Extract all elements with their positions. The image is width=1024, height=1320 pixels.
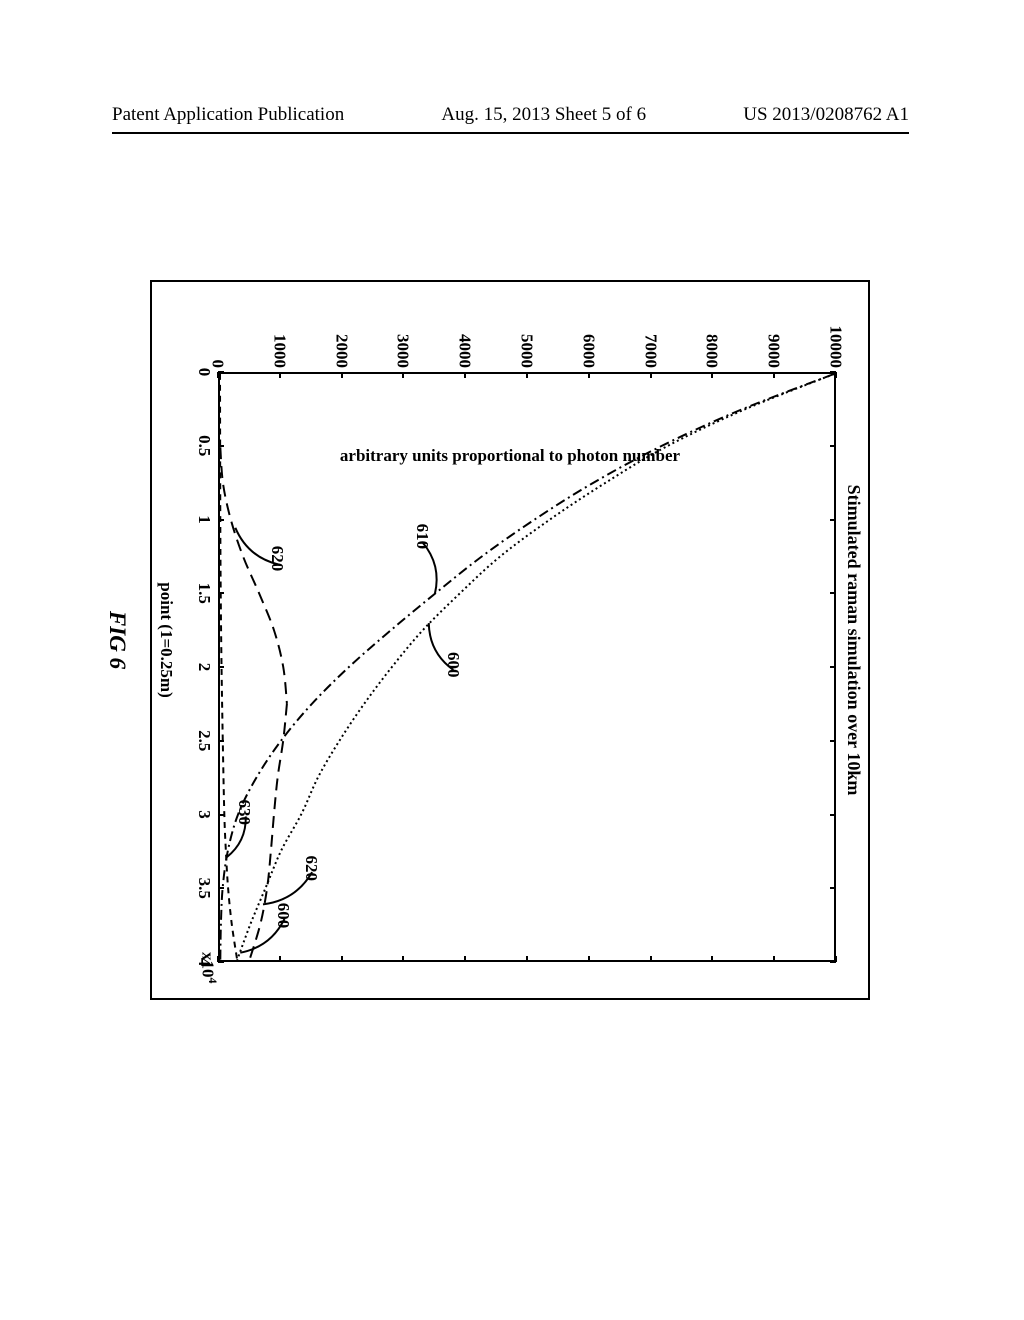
- y-tick-label: 9000: [766, 320, 783, 368]
- x-tick: [830, 887, 836, 889]
- y-tick-label: 3000: [395, 320, 412, 368]
- y-tick: [464, 956, 466, 962]
- x-tick-label: 0: [194, 368, 214, 377]
- annotation-leader: [423, 542, 437, 593]
- x-tick: [218, 592, 224, 594]
- x-axis-label: point (1=0.25m): [156, 280, 176, 1000]
- y-tick: [650, 372, 652, 378]
- x-tick-label: 0.5: [194, 435, 214, 456]
- x-tick-label: 3: [194, 810, 214, 819]
- y-tick: [588, 372, 590, 378]
- figure-container: Stimulated raman simulation over 10km ar…: [150, 280, 870, 1000]
- x-tick-label: 2: [194, 663, 214, 672]
- page-header: Patent Application Publication Aug. 15, …: [0, 104, 1024, 126]
- x-tick: [830, 814, 836, 816]
- x-tick: [830, 592, 836, 594]
- y-tick-label: 8000: [704, 320, 721, 368]
- header-rule: [112, 132, 909, 134]
- curve-annotation: 600: [273, 903, 293, 929]
- figure-label: FIG 6: [104, 280, 130, 1000]
- y-tick: [341, 956, 343, 962]
- header-left: Patent Application Publication: [112, 104, 344, 126]
- curve-annotation: 630: [234, 799, 254, 825]
- y-tick: [526, 372, 528, 378]
- header-center: Aug. 15, 2013 Sheet 5 of 6: [441, 104, 646, 126]
- y-tick: [341, 372, 343, 378]
- curve-annotation: 600: [443, 652, 463, 678]
- x-tick: [218, 887, 224, 889]
- series-curve600: [237, 374, 834, 960]
- y-tick: [773, 956, 775, 962]
- y-tick: [402, 372, 404, 378]
- x-tick: [218, 371, 224, 373]
- curve-annotation: 620: [267, 546, 287, 572]
- y-tick-label: 1000: [271, 320, 288, 368]
- x-tick: [830, 371, 836, 373]
- x-tick-label: 1.5: [194, 583, 214, 604]
- x-tick: [830, 740, 836, 742]
- y-tick: [526, 956, 528, 962]
- x-tick: [218, 666, 224, 668]
- x-tick: [830, 445, 836, 447]
- curve-annotation: 610: [412, 524, 432, 550]
- y-tick: [402, 956, 404, 962]
- x-axis-exponent: x104: [197, 952, 220, 984]
- x-tick: [830, 666, 836, 668]
- y-tick: [464, 372, 466, 378]
- chart-title: Stimulated raman simulation over 10km: [843, 280, 864, 1000]
- y-tick-label: 6000: [580, 320, 597, 368]
- series-curve620_rise: [220, 447, 287, 703]
- y-tick: [773, 372, 775, 378]
- y-tick: [711, 372, 713, 378]
- y-tick-label: 4000: [457, 320, 474, 368]
- y-tick: [650, 956, 652, 962]
- x-tick-label: 3.5: [194, 878, 214, 899]
- y-tick: [588, 956, 590, 962]
- x-tick: [218, 519, 224, 521]
- curve-annotation: 620: [301, 856, 321, 882]
- y-tick-label: 5000: [519, 320, 536, 368]
- x-tick-label: 1: [194, 515, 214, 524]
- header-right: US 2013/0208762 A1: [743, 104, 909, 126]
- x-tick: [218, 445, 224, 447]
- y-tick-label: 0: [210, 320, 227, 368]
- x-tick-label: 2.5: [194, 730, 214, 751]
- x-tick: [218, 814, 224, 816]
- y-tick: [711, 956, 713, 962]
- y-tick-label: 2000: [333, 320, 350, 368]
- y-tick: [279, 956, 281, 962]
- x-tick: [218, 740, 224, 742]
- x-tick: [830, 961, 836, 963]
- y-tick: [279, 372, 281, 378]
- x-tick: [830, 519, 836, 521]
- y-tick-label: 10000: [828, 320, 845, 368]
- y-tick-label: 7000: [642, 320, 659, 368]
